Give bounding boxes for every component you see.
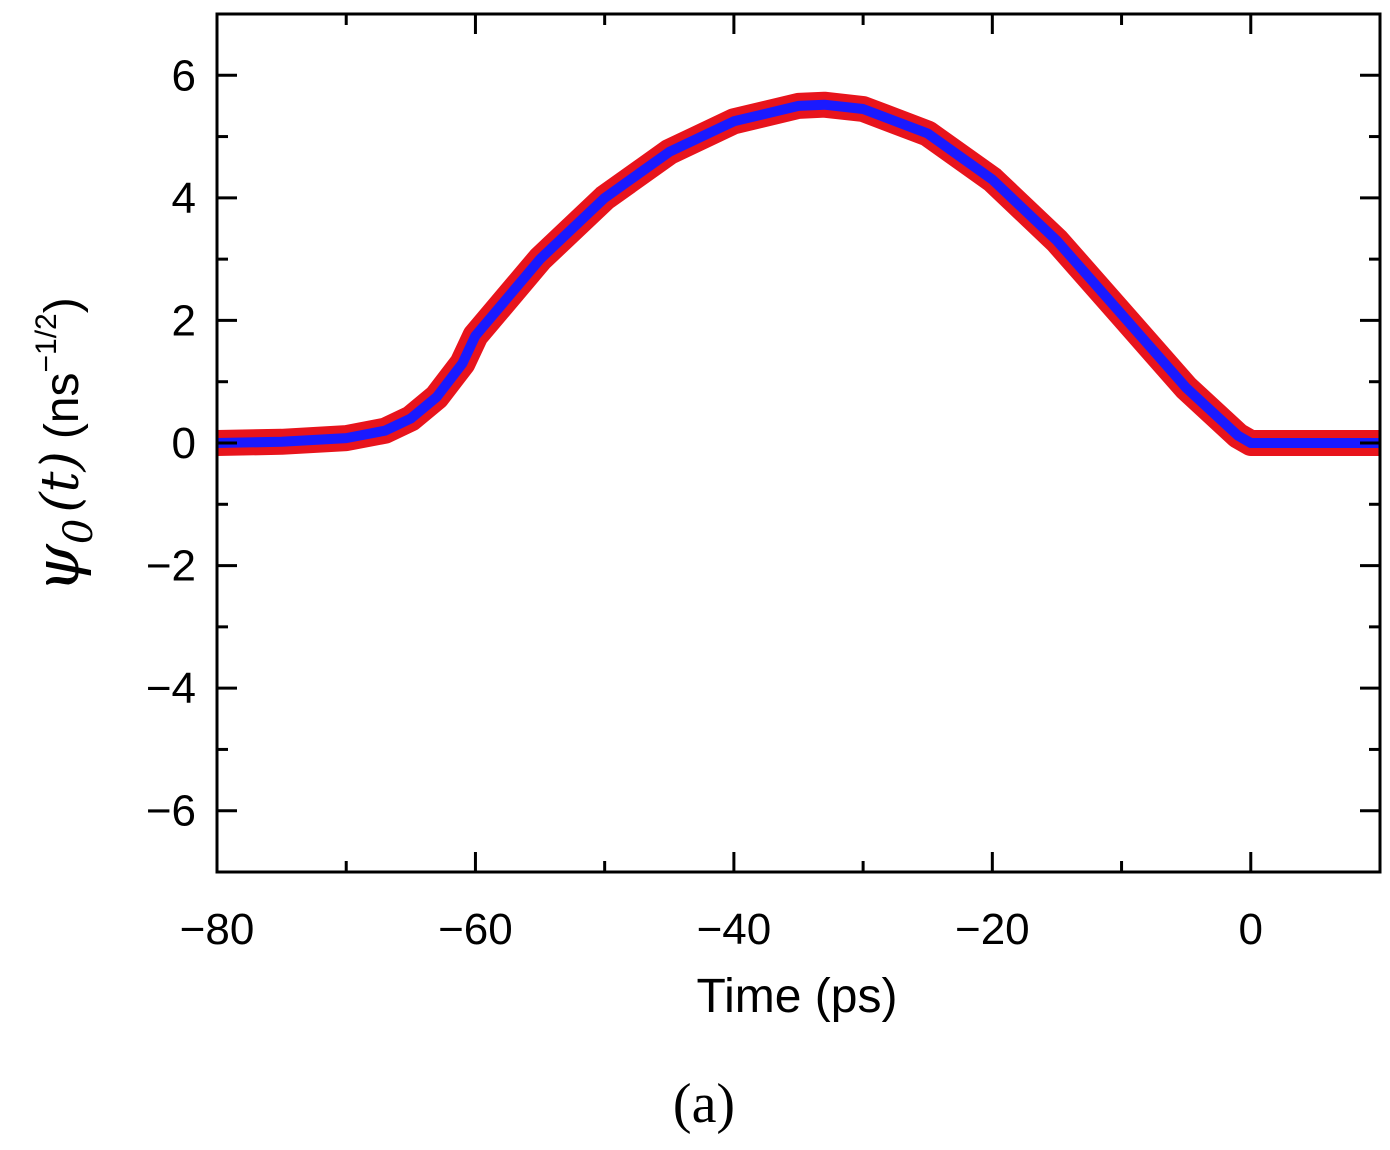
- y-tick-label: 2: [172, 296, 196, 345]
- y-axis-label-argument: (t): [31, 451, 91, 512]
- panel-label: (a): [673, 1073, 735, 1135]
- y-axis-label: ψ0 (t) (ns−1/2): [20, 297, 102, 592]
- y-axis-label-symbol: ψ: [20, 543, 93, 593]
- y-tick-label: 6: [172, 51, 196, 100]
- ticks-layer: [215, 14, 1382, 872]
- y-axis-label-unit-prefix: (ns: [36, 372, 89, 439]
- x-tick-label: −40: [697, 905, 772, 954]
- y-tick-label: −6: [146, 787, 196, 836]
- x-axis-label: Time (ps): [697, 970, 898, 1023]
- y-axis-label-unit-suffix: ): [36, 297, 89, 313]
- y-tick-label: 0: [172, 419, 196, 468]
- y-axis-label-subscript: 0: [56, 519, 102, 544]
- y-tick-label: 4: [172, 174, 196, 223]
- x-tick-label: −20: [955, 905, 1030, 954]
- y-axis-label-unit-exponent: −1/2: [30, 313, 63, 372]
- y-tick-label: −4: [146, 664, 196, 713]
- y-tick-label: −2: [146, 542, 196, 591]
- series-line-blue: [216, 99, 1380, 448]
- series-line-red: [216, 91, 1380, 456]
- plot-frame: [215, 12, 1382, 874]
- x-tick-label: −80: [180, 905, 255, 954]
- x-tick-label: 0: [1239, 905, 1263, 954]
- series-layer: [216, 91, 1380, 456]
- x-tick-label: −60: [438, 905, 513, 954]
